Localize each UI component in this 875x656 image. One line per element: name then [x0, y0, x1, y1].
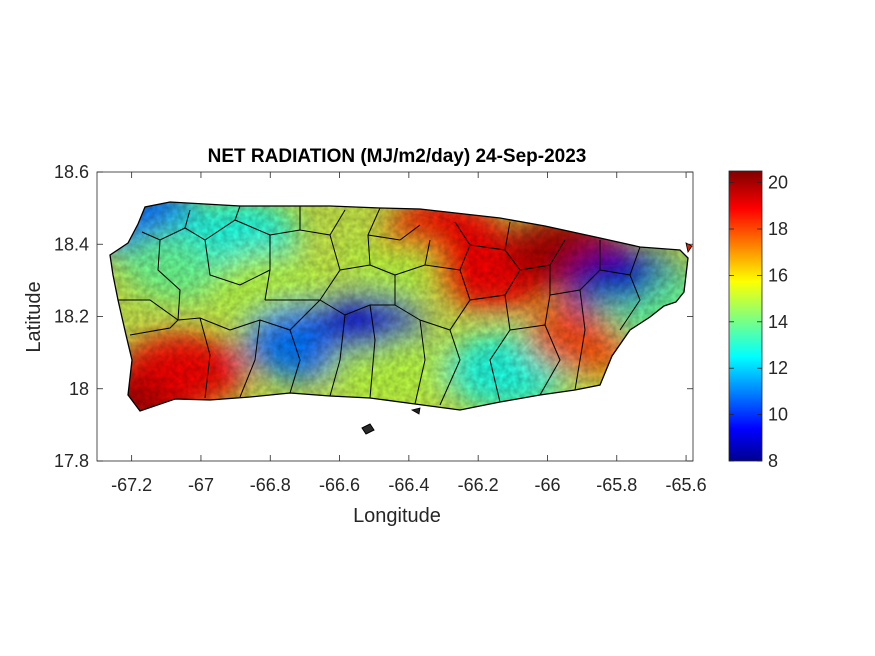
- small-island: [361, 423, 375, 435]
- colorbar-tick-label: 16: [768, 265, 788, 285]
- x-tick-label: -67: [188, 475, 214, 495]
- y-tick-label: 18.2: [54, 307, 89, 327]
- y-tick-label: 18: [69, 379, 89, 399]
- x-axis-label: Longitude: [353, 505, 441, 527]
- y-tick-marks: [97, 171, 693, 462]
- colorbar-tick-label: 20: [768, 173, 788, 193]
- x-tick-label: -67.2: [111, 475, 152, 495]
- colorbar-tick-label: 14: [768, 312, 788, 332]
- colorbar-tick-label: 8: [768, 451, 778, 471]
- colorbar-tick-label: 12: [768, 358, 788, 378]
- colorbar-ticks: [729, 182, 762, 462]
- x-tick-label: -65.6: [666, 475, 707, 495]
- y-tick-label: 18.6: [54, 162, 89, 182]
- y-axis-label: Latitude: [23, 281, 45, 352]
- x-tick-label: -66.2: [458, 475, 499, 495]
- y-tick-label: 18.4: [54, 234, 89, 254]
- small-island: [410, 407, 421, 415]
- y-tick-labels: 18.6 18.4 18.2 18 17.8: [54, 162, 89, 471]
- colorbar-tick-label: 10: [768, 405, 788, 425]
- x-tick-label: -66.8: [250, 475, 291, 495]
- x-tick-label: -65.8: [596, 475, 637, 495]
- x-tick-labels: -67.2 -67 -66.8 -66.6 -66.4 -66.2 -66 -65.8 -65.…: [111, 475, 706, 495]
- x-tick-label: -66: [534, 475, 560, 495]
- colorbar-tick-labels: 20 18 16 14 12 10 8: [768, 173, 788, 471]
- colorbar: [728, 170, 763, 462]
- x-tick-label: -66.6: [319, 475, 360, 495]
- colorbar-tick-label: 18: [768, 219, 788, 239]
- chart-title: NET RADIATION (MJ/m2/day) 24-Sep-2023: [208, 146, 587, 167]
- y-tick-label: 17.8: [54, 451, 89, 471]
- x-tick-label: -66.4: [388, 475, 429, 495]
- x-tick-marks: [131, 172, 687, 461]
- municipality-boundaries: [118, 205, 641, 406]
- heatmap-field: [110, 202, 688, 411]
